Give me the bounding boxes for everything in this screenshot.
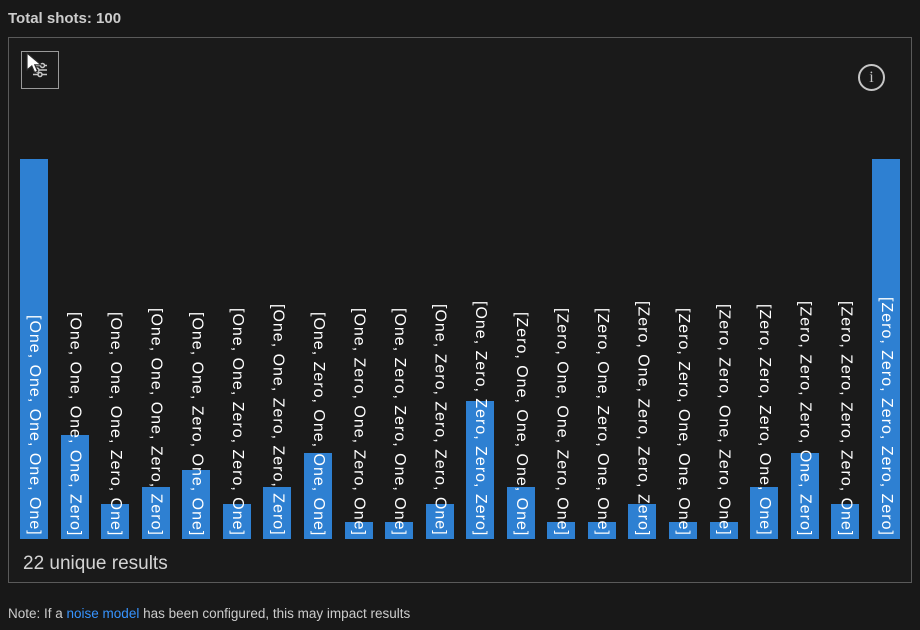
- bar-rect[interactable]: [425, 504, 454, 539]
- bar-rect[interactable]: [669, 522, 697, 539]
- histogram-bar[interactable]: [One, Zero, One, One, One]: [303, 157, 332, 539]
- noise-note: Note: If a noise model has been configur…: [8, 606, 410, 621]
- bar-label: [Zero, Zero, Zero, Zero, One]: [837, 300, 855, 536]
- noise-model-link[interactable]: noise model: [66, 606, 140, 621]
- unique-results-label: 22 unique results: [23, 553, 168, 574]
- bar-label: [One, One, One, One, One]: [26, 315, 43, 536]
- bar-rect[interactable]: [750, 487, 779, 539]
- bar-label: [One, Zero, One, Zero, One]: [350, 308, 368, 536]
- bar-label: [One, Zero, Zero, One, One]: [391, 308, 409, 536]
- bar-label: [One, One, Zero, One, One]: [188, 311, 206, 536]
- histogram-bar[interactable]: [Zero, Zero, Zero, One, One]: [750, 157, 779, 539]
- bar-rect[interactable]: [182, 470, 211, 539]
- histogram-bar[interactable]: [Zero, One, Zero, Zero, Zero]: [628, 157, 657, 539]
- bar-label: [One, Zero, Zero, Zero, One]: [431, 304, 449, 536]
- bar-rect[interactable]: [385, 522, 414, 539]
- bar-rect[interactable]: [263, 487, 292, 539]
- bar-rect[interactable]: [831, 504, 860, 539]
- bar-rect[interactable]: [222, 504, 251, 539]
- bar-label: [Zero, Zero, One, One, One]: [675, 308, 692, 536]
- bar-label: [Zero, Zero, Zero, One, Zero]: [796, 300, 814, 536]
- bar-rect[interactable]: [20, 159, 48, 539]
- histogram-bar[interactable]: [One, One, One, One, Zero]: [60, 157, 89, 539]
- bar-rect[interactable]: [506, 487, 535, 539]
- histogram-bar[interactable]: [Zero, Zero, One, Zero, One]: [709, 157, 738, 539]
- bar-label: [One, One, Zero, Zero, One]: [228, 308, 246, 536]
- bar-rect[interactable]: [871, 159, 900, 539]
- histogram-bar[interactable]: [One, One, One, Zero, Zero]: [141, 157, 170, 539]
- histogram-bar[interactable]: [One, One, One, One, One]: [20, 157, 48, 539]
- histogram-bar[interactable]: [One, Zero, Zero, One, One]: [385, 157, 414, 539]
- bar-label: [Zero, One, One, Zero, One]: [553, 308, 571, 536]
- histogram-bar[interactable]: [One, One, Zero, Zero, Zero]: [263, 157, 292, 539]
- histogram-bar[interactable]: [Zero, One, One, One, One]: [506, 157, 535, 539]
- note-suffix: has been configured, this may impact res…: [139, 606, 411, 621]
- bar-rect[interactable]: [60, 435, 89, 539]
- bar-label: [One, Zero, Zero, Zero, Zero]: [472, 300, 490, 536]
- bar-label: [Zero, Zero, Zero, Zero, Zero]: [877, 297, 895, 536]
- bar-rect[interactable]: [587, 522, 616, 539]
- bar-rect[interactable]: [628, 504, 657, 539]
- bar-label: [One, One, Zero, Zero, Zero]: [269, 304, 287, 536]
- total-shots-label: Total shots: 100: [8, 10, 122, 27]
- histogram-bar[interactable]: [One, Zero, Zero, Zero, Zero]: [466, 157, 495, 539]
- bar-label: [One, Zero, One, One, One]: [309, 311, 327, 536]
- histogram-bars-area: [One, One, One, One, One] [One, One, One,…: [20, 157, 900, 539]
- histogram-bar[interactable]: [One, Zero, One, Zero, One]: [344, 157, 373, 539]
- note-prefix: Note: If a: [8, 606, 67, 621]
- histogram-bar[interactable]: [Zero, Zero, Zero, Zero, One]: [831, 157, 860, 539]
- histogram-bar[interactable]: [One, One, Zero, One, One]: [182, 157, 211, 539]
- histogram-bar[interactable]: [Zero, Zero, Zero, Zero, Zero]: [871, 157, 900, 539]
- bar-rect[interactable]: [101, 504, 130, 539]
- bar-label: [One, One, One, Zero, One]: [107, 311, 125, 536]
- bar-label: [Zero, One, One, One, One]: [512, 311, 530, 536]
- bar-label: [Zero, One, Zero, Zero, Zero]: [634, 300, 652, 536]
- histogram-panel: i [One, One, One, One, One] [One, One, On…: [8, 37, 912, 583]
- histogram-bar[interactable]: [Zero, One, One, Zero, One]: [547, 157, 576, 539]
- bar-label: [Zero, Zero, Zero, One, One]: [756, 304, 774, 536]
- bar-label: [Zero, Zero, One, Zero, One]: [715, 304, 733, 536]
- bar-rect[interactable]: [141, 487, 170, 539]
- histogram-bar[interactable]: [Zero, One, Zero, One, One]: [587, 157, 616, 539]
- histogram-bar[interactable]: [One, One, One, Zero, One]: [101, 157, 130, 539]
- info-icon[interactable]: i: [858, 64, 885, 91]
- bar-rect[interactable]: [466, 401, 495, 539]
- histogram-bar[interactable]: [One, Zero, Zero, Zero, One]: [425, 157, 454, 539]
- bar-rect[interactable]: [547, 522, 576, 539]
- histogram-bar[interactable]: [One, One, Zero, Zero, One]: [222, 157, 251, 539]
- bar-label: [One, One, One, Zero, Zero]: [147, 308, 165, 536]
- bar-label: [Zero, One, Zero, One, One]: [593, 308, 611, 536]
- settings-sliders-icon: [33, 62, 47, 78]
- bar-rect[interactable]: [709, 522, 738, 539]
- bar-rect[interactable]: [790, 453, 819, 539]
- histogram-settings-button[interactable]: [21, 51, 59, 89]
- bar-label: [One, One, One, One, Zero]: [66, 311, 84, 536]
- histogram-bar[interactable]: [Zero, Zero, One, One, One]: [669, 157, 697, 539]
- bar-rect[interactable]: [344, 522, 373, 539]
- bar-rect[interactable]: [303, 453, 332, 539]
- histogram-bar[interactable]: [Zero, Zero, Zero, One, Zero]: [790, 157, 819, 539]
